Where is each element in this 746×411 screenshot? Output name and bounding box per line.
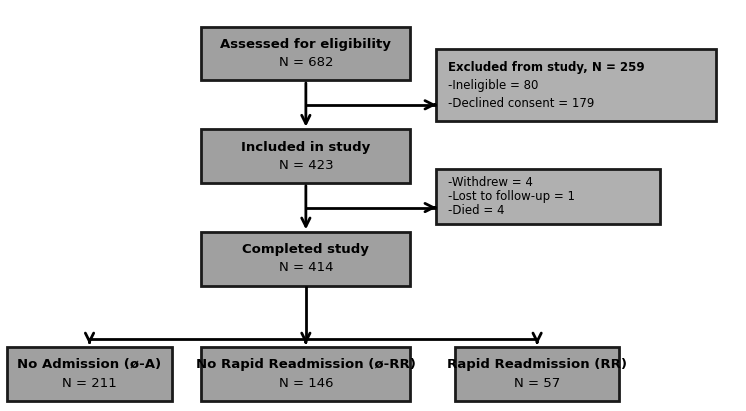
Text: -Withdrew = 4: -Withdrew = 4 bbox=[448, 176, 533, 189]
Text: Rapid Readmission (RR): Rapid Readmission (RR) bbox=[447, 358, 627, 372]
Text: N = 414: N = 414 bbox=[278, 261, 333, 275]
Text: N = 211: N = 211 bbox=[62, 376, 117, 390]
Text: Excluded from study, N = 259: Excluded from study, N = 259 bbox=[448, 61, 645, 74]
FancyBboxPatch shape bbox=[201, 232, 410, 286]
Text: Completed study: Completed study bbox=[242, 243, 369, 256]
Text: Assessed for eligibility: Assessed for eligibility bbox=[220, 38, 392, 51]
Text: N = 423: N = 423 bbox=[278, 159, 333, 172]
Text: N = 57: N = 57 bbox=[514, 376, 560, 390]
FancyBboxPatch shape bbox=[436, 49, 716, 121]
Text: -Declined consent = 179: -Declined consent = 179 bbox=[448, 97, 594, 110]
FancyBboxPatch shape bbox=[436, 169, 660, 224]
FancyBboxPatch shape bbox=[7, 347, 172, 401]
Text: No Rapid Readmission (ø-RR): No Rapid Readmission (ø-RR) bbox=[196, 358, 416, 372]
Text: Included in study: Included in study bbox=[241, 141, 371, 154]
Text: -Ineligible = 80: -Ineligible = 80 bbox=[448, 79, 538, 92]
Text: N = 146: N = 146 bbox=[278, 376, 333, 390]
FancyBboxPatch shape bbox=[455, 347, 619, 401]
FancyBboxPatch shape bbox=[201, 129, 410, 183]
Text: -Lost to follow-up = 1: -Lost to follow-up = 1 bbox=[448, 190, 574, 203]
FancyBboxPatch shape bbox=[201, 347, 410, 401]
FancyBboxPatch shape bbox=[201, 27, 410, 80]
Text: No Admission (ø-A): No Admission (ø-A) bbox=[17, 358, 162, 372]
Text: -Died = 4: -Died = 4 bbox=[448, 203, 504, 217]
Text: N = 682: N = 682 bbox=[278, 56, 333, 69]
